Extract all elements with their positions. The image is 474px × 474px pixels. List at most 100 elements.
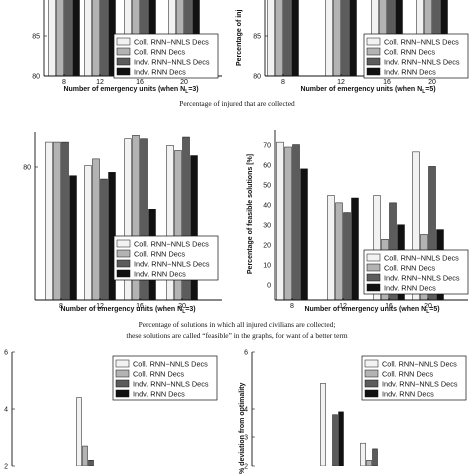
legend-swatch bbox=[366, 57, 381, 66]
bar-coll-rnn-nnls-decs-8 bbox=[267, 0, 275, 76]
bar-indv-rnn-nnls-decs-16 bbox=[140, 138, 148, 300]
bar-indv-rnn-nnls-decs-8 bbox=[332, 414, 338, 466]
caption-injured-collected: Percentage of injured that are collected bbox=[179, 99, 295, 108]
legend-box bbox=[113, 33, 219, 79]
y-tick-label: 40 bbox=[263, 203, 271, 210]
legend-entry: Indv. RNN−NNLS Decs bbox=[384, 274, 460, 283]
bar-coll-rnn-decs-20 bbox=[174, 150, 182, 300]
legend-entry: Indv. RNN−NNLS Decs bbox=[384, 58, 460, 67]
legend-entry: Coll. RNN Decs bbox=[133, 370, 184, 379]
legend-swatch bbox=[115, 389, 130, 398]
y-tick-label: 10 bbox=[263, 263, 271, 270]
bar-indv-rnn-nnls-decs-12 bbox=[88, 460, 94, 466]
legend-entry: Indv. RNN Decs bbox=[382, 390, 434, 399]
bar-indv-rnn-decs-8 bbox=[72, 0, 80, 76]
legend-entry: Indv. RNN Decs bbox=[384, 284, 436, 293]
legend-swatch bbox=[115, 359, 130, 368]
bar-indv-rnn-decs-8 bbox=[291, 0, 299, 76]
x-axis-label: Number of emergency units (when NL=5) bbox=[300, 86, 435, 95]
y-tick-label: 2 bbox=[4, 464, 8, 471]
bar-indv-rnn-nnls-decs-8 bbox=[61, 141, 69, 300]
bar-coll-rnn-nnls-decs-8 bbox=[320, 383, 326, 466]
legend-entry: Coll. RNN Decs bbox=[384, 264, 435, 273]
bar-coll-rnn-decs-12 bbox=[335, 202, 343, 300]
legend-swatch bbox=[115, 369, 130, 378]
bar-coll-rnn-nnls-decs-12 bbox=[360, 442, 366, 466]
x-tick-label: 8 bbox=[59, 303, 63, 310]
x-tick-label: 16 bbox=[385, 303, 393, 310]
legend-entry: Coll. RNN−NNLS Decs bbox=[133, 360, 208, 369]
legend-entry: Indv. RNN Decs bbox=[133, 390, 185, 399]
bar-indv-rnn-decs-8 bbox=[300, 168, 308, 300]
bar-coll-rnn-decs-8 bbox=[284, 146, 292, 300]
x-tick-label: 8 bbox=[62, 79, 66, 86]
legend-swatch bbox=[116, 259, 131, 268]
y-tick-label: 85 bbox=[253, 34, 261, 41]
legend-entry: Coll. RNN Decs bbox=[382, 370, 433, 379]
bar-indv-rnn-decs-20 bbox=[190, 155, 198, 300]
bar-indv-rnn-nnls-decs-12 bbox=[343, 212, 351, 300]
legend-swatch bbox=[364, 369, 379, 378]
chart-emergency-units-nl5-feasible: 8 12 16 20 70 60 50 40 30 20 10 0 Number of emergenc… bbox=[247, 130, 469, 315]
y-tick-label: 6 bbox=[4, 350, 8, 357]
y-tick-label: 3 bbox=[244, 435, 248, 442]
x-axis-label: Number of emergency units (when NL=3) bbox=[60, 306, 195, 315]
bar-indv-rnn-nnls-decs-20 bbox=[428, 166, 436, 300]
y-tick-label: 85 bbox=[32, 34, 40, 41]
x-tick-label: 12 bbox=[339, 303, 347, 310]
bar-coll-rnn-nnls-decs-20 bbox=[412, 151, 420, 300]
bar-indv-rnn-decs-12 bbox=[108, 0, 116, 76]
legend-swatch bbox=[366, 47, 381, 56]
legend-box bbox=[363, 249, 469, 295]
chart-emergency-units-nl3-feasible: 8 12 16 20 80 Number of emergency units (when… bbox=[23, 132, 222, 315]
bar-indv-rnn-decs-12 bbox=[351, 197, 359, 300]
x-tick-label: 20 bbox=[180, 79, 188, 86]
y-tick-label: 0 bbox=[267, 283, 271, 290]
legend-box bbox=[112, 355, 218, 401]
legend-swatch bbox=[366, 263, 381, 272]
legend-swatch bbox=[116, 47, 131, 56]
x-tick-label: 12 bbox=[96, 79, 104, 86]
bar-indv-rnn-nnls-decs-12 bbox=[341, 0, 349, 76]
bar-coll-rnn-decs-12 bbox=[333, 0, 341, 76]
bar-indv-rnn-nnls-decs-12 bbox=[372, 448, 378, 466]
legend-swatch bbox=[364, 379, 379, 388]
legend-swatch bbox=[366, 67, 381, 76]
bar-coll-rnn-nnls-decs-12 bbox=[76, 397, 82, 466]
y-tick-label: 80 bbox=[253, 74, 261, 81]
y-tick-label: 6 bbox=[244, 350, 248, 357]
y-tick-label: 4 bbox=[244, 407, 248, 414]
x-axis-label: Number of emergency units (when NL=3) bbox=[63, 86, 198, 95]
y-tick-label: 2 bbox=[244, 464, 248, 471]
legend-entry: Coll. RNN−NNLS Decs bbox=[384, 38, 459, 47]
legend-swatch bbox=[366, 273, 381, 282]
legend-swatch bbox=[116, 67, 131, 76]
x-tick-label: 8 bbox=[281, 79, 285, 86]
legend-swatch bbox=[116, 57, 131, 66]
x-tick-label: 20 bbox=[428, 79, 436, 86]
legend-swatch bbox=[366, 283, 381, 292]
legend-swatch bbox=[364, 389, 379, 398]
bar-coll-rnn-decs-16 bbox=[132, 135, 140, 300]
legend-entry: Indv. RNN Decs bbox=[384, 68, 436, 77]
legend-box bbox=[363, 33, 469, 79]
bar-coll-rnn-nnls-decs-16 bbox=[124, 138, 132, 300]
x-tick-label: 16 bbox=[383, 79, 391, 86]
y-tick-label: 70 bbox=[263, 143, 271, 150]
bar-coll-rnn-nnls-decs-12 bbox=[84, 0, 92, 76]
chart-emergency-units-nl5-injured: 8 12 16 20 80 85 Number of emergency units (wh… bbox=[236, 0, 469, 95]
bar-coll-rnn-decs-8 bbox=[275, 0, 283, 76]
bar-indv-rnn-nnls-decs-8 bbox=[64, 0, 72, 76]
bar-indv-rnn-nnls-decs-8 bbox=[283, 0, 291, 76]
x-tick-label: 12 bbox=[337, 79, 345, 86]
bar-coll-rnn-decs-8 bbox=[53, 141, 61, 300]
bar-indv-rnn-nnls-decs-8 bbox=[292, 144, 300, 300]
y-axis-label: Percentage of feasible solutions [%] bbox=[247, 154, 254, 274]
chart-emergency-units-nl3-injured: 8 12 16 20 80 85 Number of emergency units (wh… bbox=[32, 0, 222, 95]
bar-indv-rnn-nnls-decs-12 bbox=[100, 0, 108, 76]
